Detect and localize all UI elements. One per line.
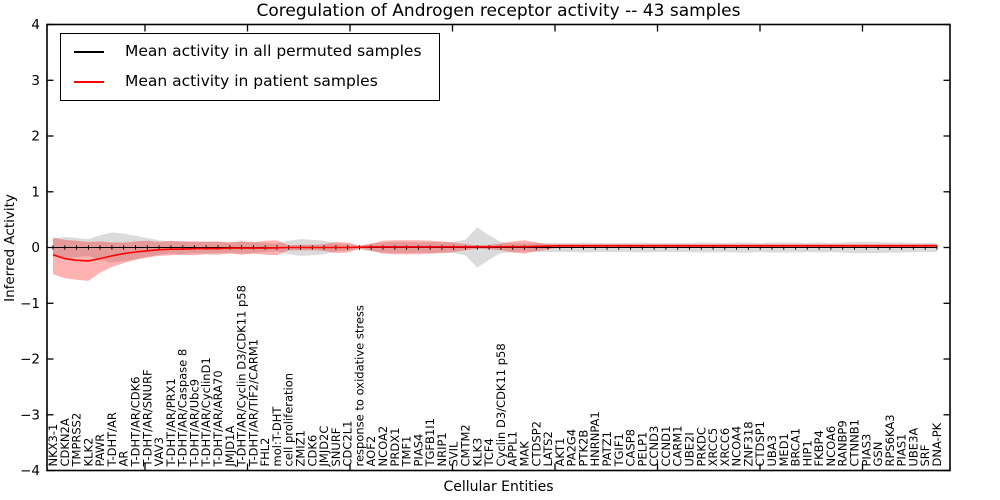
x-tick-label: PELP1 [635, 432, 649, 467]
y-tick-label: 4 [31, 17, 40, 33]
x-tick-label: FKBP4 [812, 430, 826, 466]
y-axis-label: Inferred Activity [2, 194, 18, 302]
x-tick-label: T-DHT/AR/TIF2/CARM1 [246, 339, 260, 468]
x-tick-label: NCOA4 [730, 426, 744, 467]
x-tick-label: AOF2 [364, 436, 378, 467]
x-tick-label: PATZ1 [600, 431, 614, 466]
x-tick-label: PAWR [93, 434, 107, 467]
y-tick-label: −1 [20, 296, 40, 312]
x-tick-label: NRIP1 [435, 432, 449, 466]
x-tick-label: HNRNPA1 [588, 411, 602, 466]
x-tick-label: TMF1 [400, 436, 414, 468]
x-tick-label: KLK3 [470, 438, 484, 467]
x-tick-label: T-DHT/AR/Cyclin D3/CDK11 p58 [235, 285, 249, 467]
legend-line-red-icon [74, 80, 104, 83]
x-tick-label: T-DHT/AR/Caspase 8 [176, 349, 190, 468]
x-tick-label: ZNF318 [741, 421, 755, 466]
x-tick-label: RPS6KA3 [883, 414, 897, 466]
x-tick-label: PRKDC [694, 427, 708, 466]
x-tick-label: DNA-PK [930, 422, 944, 466]
legend-item-label: Mean activity in patient samples [125, 72, 378, 90]
x-tick-label: MED1 [777, 433, 791, 466]
x-tick-label: UBE2I [683, 432, 697, 466]
x-tick-label: PIAS4 [411, 434, 425, 467]
x-tick-label: TGIF1 [612, 433, 626, 467]
x-tick-label: AR [117, 451, 131, 467]
legend: Mean activity in all permuted samples Me… [60, 33, 440, 101]
x-tick-label: VAV3 [152, 437, 166, 466]
x-tick-label: NCOA6 [824, 426, 838, 467]
x-tick-label: JMJD1A [223, 426, 237, 468]
x-tick-label: PA2G4 [565, 429, 579, 467]
x-tick-label: cell proliferation [282, 373, 296, 467]
x-tick-label: T-DHT/AR [105, 412, 119, 467]
x-tick-label: ZMIZ1 [294, 430, 308, 466]
legend-item-label: Mean activity in all permuted samples [125, 42, 422, 60]
patient-mean-line [52, 245, 937, 262]
y-tick-label: 3 [31, 73, 40, 89]
x-tick-label: MAK [518, 441, 532, 467]
x-tick-label: T-DHT/AR/ARA70 [211, 370, 225, 467]
x-tick-label: T-DHT/AR/PRX1 [164, 378, 178, 467]
x-tick-label: PTK2B [576, 430, 590, 467]
x-tick-label: TGFB1I1 [423, 418, 437, 467]
legend-item: Mean activity in patient samples [74, 71, 422, 92]
x-tick-label: CTDSP1 [753, 421, 767, 466]
y-tick-label: 0 [31, 240, 40, 256]
x-tick-label: GSN [871, 442, 885, 467]
x-tick-label: CDK6 [305, 435, 319, 467]
y-tick-label: −2 [20, 352, 40, 368]
x-tick-label: AKT1 [553, 438, 567, 467]
x-tick-label: CDKN2A [58, 418, 72, 466]
y-tick-label: −3 [20, 407, 40, 423]
x-tick-label: CARM1 [671, 425, 685, 466]
x-tick-label: JMJD2C [317, 426, 331, 468]
x-tick-label: APPL1 [506, 431, 520, 466]
x-tick-label: T-DHT/AR/SNURF [140, 369, 154, 467]
x-tick-label: UBE3A [906, 428, 920, 467]
legend-line-black-icon [74, 50, 104, 53]
x-axis-label: Cellular Entities [443, 479, 554, 495]
y-tick-label: 2 [31, 129, 40, 145]
y-tick-label: 1 [31, 184, 40, 200]
x-tick-label: CMTM2 [459, 424, 473, 466]
x-tick-label: PIAS1 [895, 434, 909, 467]
x-tick-label: LATS2 [541, 431, 555, 466]
x-tick-label: CCND1 [659, 426, 673, 467]
x-tick-label: T-DHT/AR/CDK6 [129, 377, 143, 468]
x-tick-label: NKX3-1 [46, 424, 60, 467]
x-tick-label: TCF4 [482, 438, 496, 467]
x-tick-label: CTDSP2 [529, 421, 543, 466]
x-tick-label: SNURF [329, 428, 343, 467]
x-tick-label: PIAS3 [859, 434, 873, 467]
x-tick-label: Cyclin D3/CDK11 p58 [494, 343, 508, 466]
x-tick-label: TMPRSS2 [70, 413, 84, 468]
x-tick-label: XRCC6 [718, 428, 732, 467]
chart-title: Coregulation of Androgen receptor activi… [256, 1, 741, 21]
x-tick-label: T-DHT/AR/CyclinD1 [199, 357, 213, 467]
x-tick-label: HIP1 [800, 440, 814, 466]
x-tick-label: KLK2 [81, 438, 95, 467]
x-tick-label: FHL2 [258, 438, 272, 467]
x-tick-label: NCOA2 [376, 426, 390, 467]
x-tick-label: UBA3 [765, 435, 779, 467]
x-tick-label: CASP8 [624, 429, 638, 466]
x-tick-label: XRCC5 [706, 428, 720, 467]
x-tick-label: CCND3 [647, 426, 661, 467]
x-tick-label: mol:T-DHT [270, 406, 284, 467]
x-tick-label: SVIL [447, 441, 461, 467]
x-tick-label: RANBP9 [836, 420, 850, 466]
x-tick-label: CDC2L1 [341, 421, 355, 467]
x-tick-label: BRCA1 [789, 428, 803, 467]
x-tick-label: T-DHT/AR/Ubc9 [187, 379, 201, 468]
x-tick-label: PRDX1 [388, 428, 402, 467]
x-tick-label: SRF [918, 445, 932, 467]
legend-item: Mean activity in all permuted samples [74, 41, 422, 62]
x-tick-label: CTNNB1 [848, 419, 862, 466]
y-tick-label: −4 [20, 463, 40, 479]
x-tick-label: response to oxidative stress [353, 305, 367, 466]
